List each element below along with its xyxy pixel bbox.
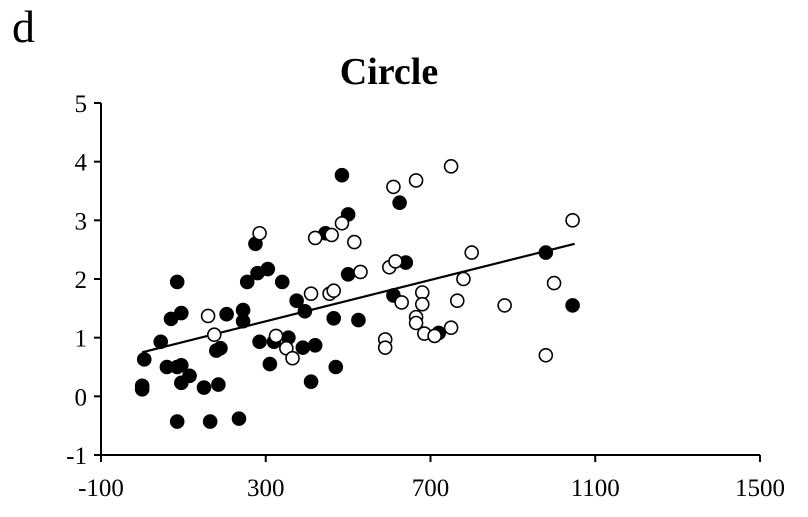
open-data-point xyxy=(268,328,284,344)
open-data-point xyxy=(408,173,424,188)
points-group xyxy=(134,159,580,429)
open-data-point xyxy=(538,347,554,363)
x-tick-label: 700 xyxy=(412,475,450,502)
y-tick-label: 5 xyxy=(75,91,88,118)
filled-data-point xyxy=(334,167,350,183)
x-tick-label: 1500 xyxy=(735,475,785,502)
filled-data-point xyxy=(136,352,152,367)
filled-data-point xyxy=(252,334,267,350)
filled-data-point xyxy=(260,261,276,277)
open-data-point xyxy=(324,227,339,243)
filled-data-point xyxy=(153,334,169,350)
filled-data-point xyxy=(202,414,218,429)
filled-data-point xyxy=(295,340,311,355)
open-data-point xyxy=(206,327,222,343)
filled-data-point xyxy=(289,293,304,309)
filled-data-point xyxy=(231,411,247,426)
open-data-point xyxy=(464,245,479,260)
filled-data-point xyxy=(169,414,185,429)
filled-data-point xyxy=(213,340,228,356)
x-tick-label: 300 xyxy=(247,475,285,502)
filled-data-point xyxy=(211,377,226,392)
filled-data-point xyxy=(328,359,344,375)
open-data-point xyxy=(414,296,430,312)
open-data-point xyxy=(427,328,442,344)
filled-data-point xyxy=(565,298,580,313)
filled-data-point xyxy=(307,337,323,353)
x-ticks: -100 300 700 1100 1500 xyxy=(78,455,785,502)
open-data-point xyxy=(546,275,562,291)
open-data-point xyxy=(565,213,580,228)
open-data-point xyxy=(303,286,319,301)
filled-data-point xyxy=(169,274,185,290)
filled-data-point xyxy=(297,303,313,319)
y-ticks: -1 0 1 2 3 4 5 xyxy=(66,91,101,470)
y-tick-label: 0 xyxy=(75,384,88,411)
x-tick-label: 1100 xyxy=(571,475,620,502)
filled-data-point xyxy=(182,368,197,384)
filled-data-point xyxy=(196,380,212,395)
trendline xyxy=(141,242,575,354)
y-tick-label: 4 xyxy=(75,150,88,177)
filled-data-point xyxy=(392,195,407,211)
open-data-point xyxy=(449,293,465,309)
open-data-point xyxy=(326,283,342,299)
open-data-point xyxy=(497,298,512,313)
y-tick-label: -1 xyxy=(66,443,87,470)
open-data-point xyxy=(456,271,471,287)
open-data-point xyxy=(285,350,300,366)
y-tick-label: 3 xyxy=(75,208,88,235)
open-data-point xyxy=(394,295,409,310)
open-data-point xyxy=(353,264,368,280)
panel-label: d xyxy=(12,1,35,52)
open-data-point xyxy=(307,230,323,246)
filled-data-point xyxy=(174,357,189,373)
filled-data-point xyxy=(326,311,342,326)
open-data-point xyxy=(408,315,424,331)
chart-title: Circle xyxy=(340,51,438,93)
filled-data-point xyxy=(274,274,290,290)
open-data-point xyxy=(334,215,350,231)
open-data-point xyxy=(386,179,401,195)
filled-data-point xyxy=(174,305,189,321)
x-tick-label: -100 xyxy=(78,475,124,502)
open-data-point xyxy=(252,225,267,241)
open-data-point xyxy=(377,340,393,355)
filled-data-point xyxy=(235,313,251,329)
open-data-point xyxy=(347,234,362,250)
filled-data-point xyxy=(219,306,234,322)
filled-data-point xyxy=(134,381,150,397)
y-tick-label: 2 xyxy=(75,267,88,294)
filled-data-point xyxy=(340,267,356,282)
filled-data-point xyxy=(538,245,554,260)
open-data-point xyxy=(443,320,459,335)
y-tick-label: 1 xyxy=(75,326,88,353)
filled-data-point xyxy=(303,374,319,389)
open-data-point xyxy=(443,159,459,174)
open-data-point xyxy=(388,254,403,269)
filled-data-point xyxy=(239,274,255,290)
filled-data-point xyxy=(351,312,366,328)
open-data-point xyxy=(200,308,216,324)
filled-data-point xyxy=(262,356,278,372)
